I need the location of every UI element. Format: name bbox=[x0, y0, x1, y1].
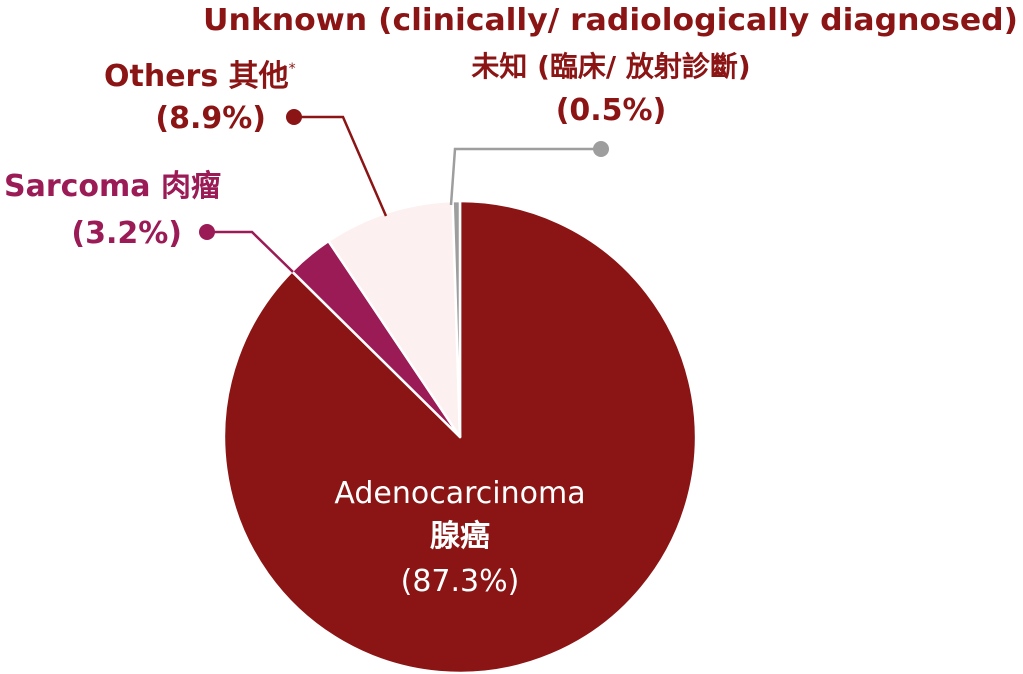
leader-line-sarcoma bbox=[207, 230, 294, 273]
pie-slice-unknown bbox=[451, 199, 462, 439]
unknown-label-en: Unknown (clinically/ radiologically diag… bbox=[203, 3, 1018, 38]
leader-lines bbox=[199, 109, 609, 273]
pie-slice-others bbox=[327, 199, 462, 439]
leader-line-unknown bbox=[449, 147, 601, 206]
pie-slices bbox=[222, 199, 698, 674]
unknown-value: (0.5%) bbox=[556, 93, 667, 128]
adenocarcinoma-label-en: Adenocarcinoma bbox=[334, 476, 585, 511]
sarcoma-label: Sarcoma 肉瘤 bbox=[4, 169, 221, 204]
adenocarcinoma-label-zh: 腺癌 bbox=[430, 519, 490, 554]
adenocarcinoma-value: (87.3%) bbox=[401, 564, 520, 599]
leader-line-others bbox=[294, 115, 388, 217]
others-label-text: Others 其他 bbox=[104, 59, 289, 94]
others-value: (8.9%) bbox=[155, 101, 266, 136]
slice-label-sarcoma: Sarcoma 肉瘤 (3.2%) bbox=[4, 169, 221, 251]
leader-dot-others bbox=[286, 109, 302, 125]
others-label: Others 其他* bbox=[104, 59, 296, 94]
leader-dot-sarcoma bbox=[199, 224, 215, 240]
slice-label-adenocarcinoma: Adenocarcinoma 腺癌 (87.3%) bbox=[334, 476, 585, 599]
slice-label-unknown: Unknown (clinically/ radiologically diag… bbox=[203, 3, 1018, 128]
unknown-label-zh: 未知 (臨床/ 放射診斷) bbox=[471, 50, 750, 83]
slice-label-others: Others 其他* (8.9%) bbox=[104, 59, 296, 136]
leader-dot-unknown bbox=[593, 141, 609, 157]
others-label-marker: * bbox=[289, 61, 296, 77]
sarcoma-value: (3.2%) bbox=[71, 216, 182, 251]
